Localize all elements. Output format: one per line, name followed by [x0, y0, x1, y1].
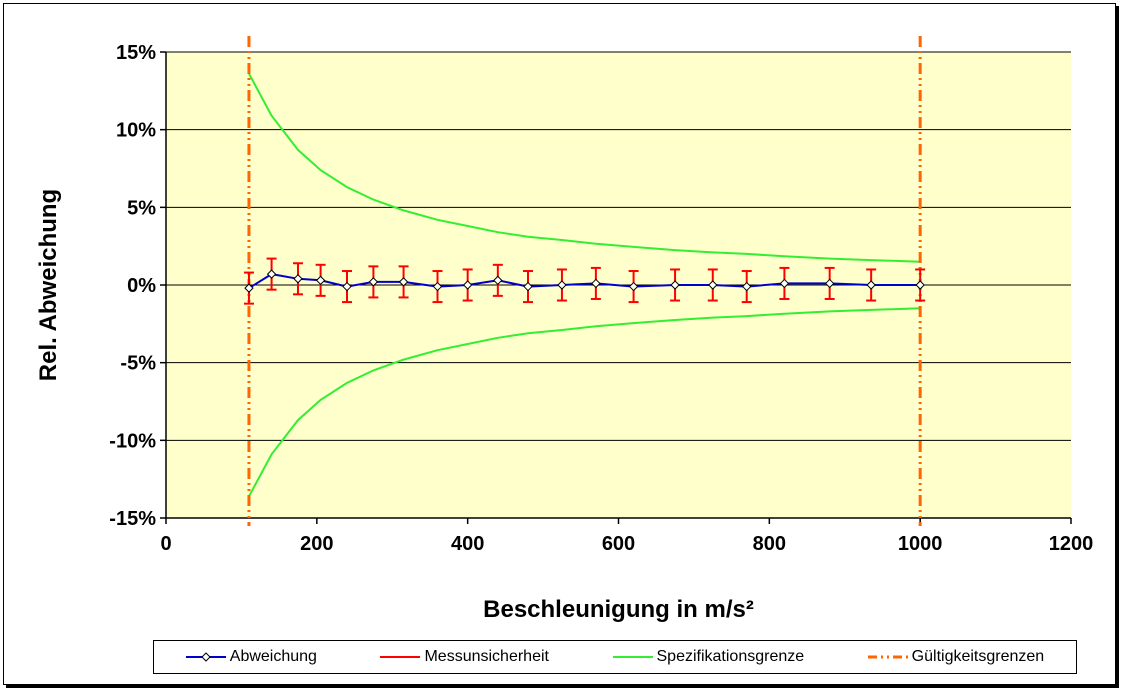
y-tick-labels: 15% 10% 5% 0% -5% -10% -15% — [109, 42, 156, 530]
deviation-point — [915, 280, 925, 290]
y-tick-label: -10% — [109, 430, 156, 452]
x-tick-labels: 0 200 400 600 800 1000 1200 — [160, 533, 1093, 555]
spec-limit-lower — [248, 307, 921, 497]
deviation-point — [342, 281, 352, 292]
legend-label-gueltigkeitsgrenzen: Gültigkeitsgrenzen — [911, 648, 1045, 665]
deviation-point — [866, 280, 876, 290]
x-tick-label: 600 — [602, 533, 635, 555]
x-tick-label: 200 — [300, 533, 333, 555]
deviation-point — [432, 281, 443, 292]
legend-label-spezifikationsgrenze: Spezifikationsgrenze — [656, 648, 805, 665]
deviation-point — [315, 275, 326, 286]
legend-swatch-gueltigkeitsgrenzen — [867, 655, 908, 659]
y-tick-label: -15% — [109, 508, 156, 530]
error-bars — [243, 257, 926, 305]
x-tick-label: 0 — [160, 533, 171, 555]
y-tick-label: 10% — [116, 120, 156, 142]
legend-label-abweichung: Abweichung — [229, 648, 317, 665]
deviation-point — [708, 280, 718, 290]
deviation-point — [493, 275, 503, 286]
deviation-point — [523, 281, 533, 292]
legend-item-abweichung: Abweichung — [185, 648, 317, 666]
spec-limit-upper — [248, 73, 921, 263]
x-tick-label: 1000 — [898, 533, 943, 555]
deviation-point — [591, 278, 601, 289]
deviation-point — [557, 280, 567, 290]
y-tick-label: 5% — [127, 197, 156, 219]
legend-label-messunsicherheit: Messunsicherheit — [424, 648, 549, 665]
legend-item-gueltigkeitsgrenzen: Gültigkeitsgrenzen — [867, 648, 1045, 666]
spec-limit-lines — [248, 73, 921, 497]
deviation-point — [824, 278, 835, 289]
deviation-point — [266, 269, 277, 279]
legend-swatch-abweichung — [185, 652, 226, 662]
deviation-point — [293, 274, 303, 284]
y-tick-label: -5% — [120, 353, 156, 375]
deviation-point — [244, 283, 254, 293]
x-tick-label: 1200 — [1049, 533, 1094, 555]
x-tick-label: 400 — [451, 533, 484, 555]
deviation-point — [462, 280, 473, 290]
legend-swatch-spezifikationsgrenze — [612, 656, 653, 658]
legend-item-messunsicherheit: Messunsicherheit — [380, 648, 549, 666]
legend-swatch-messunsicherheit — [380, 656, 421, 658]
y-tick-label: 15% — [116, 42, 156, 64]
deviation-point — [628, 281, 639, 292]
legend: Abweichung Messunsicherheit Spezifikatio… — [153, 640, 1077, 674]
deviation-point — [742, 281, 752, 292]
deviation-point — [368, 277, 379, 287]
y-tick-label: 0% — [127, 275, 156, 297]
deviation-point — [670, 280, 680, 290]
y-axis-title: Rel. Abweichung — [35, 189, 62, 381]
x-axis-title: Beschleunigung in m/s² — [483, 596, 754, 623]
legend-item-spezifikationsgrenze: Spezifikationsgrenze — [612, 648, 805, 666]
deviation-point — [779, 278, 790, 289]
deviation-point — [398, 277, 409, 287]
x-tick-label: 800 — [753, 533, 786, 555]
deviation-series — [244, 269, 925, 293]
